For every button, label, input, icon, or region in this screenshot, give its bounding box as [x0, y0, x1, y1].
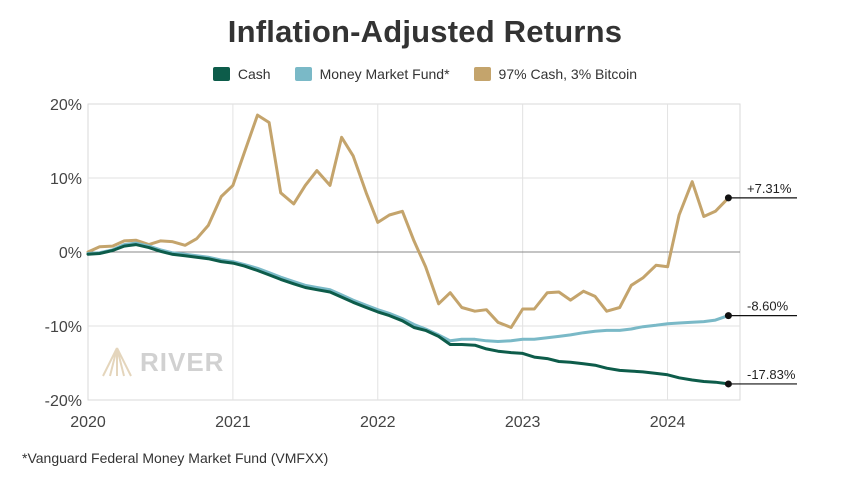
river-logo-text: RIVER — [140, 346, 225, 377]
legend-label-cash: Cash — [237, 66, 271, 82]
series-line-1 — [86, 241, 730, 343]
legend-swatch-money-market — [294, 67, 312, 81]
legend-label-money-market: Money Market Fund* — [319, 66, 450, 82]
y-tick-label: -10% — [45, 319, 82, 336]
legend-item-money-market: Money Market Fund* — [294, 66, 450, 82]
y-tick-label: -20% — [45, 393, 82, 410]
series-line-2 — [86, 113, 730, 329]
chart-title: Inflation-Adjusted Returns — [227, 14, 623, 49]
end-label: -8.60% — [747, 299, 789, 314]
legend-swatch-cash — [212, 67, 230, 81]
x-tick-label: 2023 — [505, 414, 541, 431]
x-tick-label: 2020 — [70, 414, 106, 431]
legend-item-bitcoin: 97% Cash, 3% Bitcoin — [473, 66, 638, 82]
end-label: -17.83% — [747, 367, 796, 382]
river-logo: RIVER — [100, 346, 224, 378]
footnote: *Vanguard Federal Money Market Fund (VMF… — [22, 450, 329, 466]
legend: Cash Money Market Fund* 97% Cash, 3% Bit… — [0, 66, 850, 82]
legend-swatch-bitcoin — [473, 67, 491, 81]
y-tick-label: 20% — [50, 97, 82, 114]
y-tick-label: 10% — [50, 171, 82, 188]
x-tick-label: 2024 — [650, 414, 686, 431]
series-line-0 — [86, 243, 730, 386]
y-tick-label: 0% — [59, 245, 82, 262]
river-logo-icon — [102, 347, 132, 377]
legend-item-cash: Cash — [212, 66, 271, 82]
legend-label-bitcoin: 97% Cash, 3% Bitcoin — [498, 66, 638, 82]
x-tick-label: 2022 — [360, 414, 396, 431]
end-label: +7.31% — [747, 181, 792, 196]
x-tick-label: 2021 — [215, 414, 251, 431]
